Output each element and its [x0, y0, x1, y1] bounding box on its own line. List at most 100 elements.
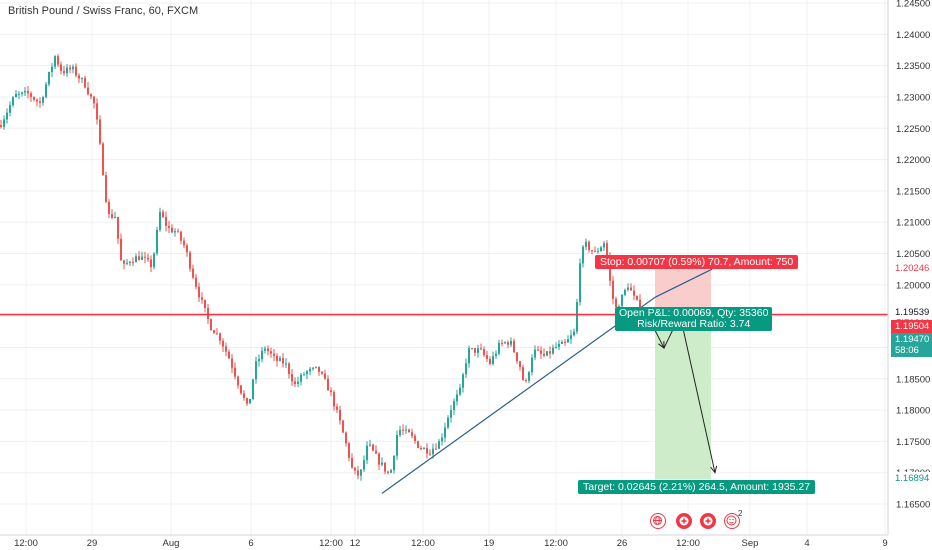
candle-body — [144, 256, 146, 258]
candle-body — [606, 243, 608, 258]
candle-body — [396, 434, 398, 456]
candle-body — [321, 371, 323, 374]
candle-body — [225, 346, 227, 352]
stop-zone — [655, 269, 711, 314]
candle-body — [543, 353, 545, 356]
candle-body — [615, 298, 617, 307]
price-tick-label: 1.22000 — [896, 155, 930, 166]
candle-body — [96, 103, 98, 120]
emoji-icon[interactable] — [724, 513, 740, 529]
candle-body — [354, 467, 356, 471]
candle-body — [483, 349, 485, 356]
candle-body — [258, 359, 260, 362]
candle-body — [168, 225, 170, 228]
candle-body — [549, 351, 551, 354]
candle-body — [210, 319, 212, 331]
candle-body — [288, 363, 290, 375]
candle-body — [636, 295, 638, 300]
candle-body — [237, 376, 239, 386]
price-axis: 1.24500 1.24000 1.23500 1.23000 1.22500 1.220… — [887, 0, 932, 550]
candle-body — [276, 355, 278, 362]
candle-body — [612, 280, 614, 299]
candle-body — [408, 429, 410, 433]
candles — [0, 54, 647, 481]
candle-body — [399, 429, 401, 435]
candle-body — [306, 371, 308, 375]
candle-body — [495, 353, 497, 356]
price-tick-label: 1.24500 — [896, 0, 930, 10]
time-tick-label: 29 — [87, 538, 98, 549]
candle-body — [117, 216, 119, 239]
candle-body — [567, 339, 569, 343]
arrow-head — [710, 465, 718, 474]
plus-circle-icon[interactable] — [676, 513, 692, 529]
candle-body — [81, 77, 83, 79]
globe-icon[interactable] — [650, 513, 666, 529]
price-tag: 1.20246 — [891, 262, 932, 275]
candle-body — [291, 374, 293, 382]
candle-body — [270, 351, 272, 354]
time-tick-label: 19 — [484, 538, 495, 549]
candle-body — [462, 374, 464, 388]
price-tick-label: 1.20000 — [896, 280, 930, 291]
candle-body — [126, 262, 128, 264]
target-label: Target: 0.02645 (2.21%) 264.5, Amount: 1… — [578, 480, 816, 494]
candle-body — [333, 392, 335, 407]
candle-body — [0, 125, 2, 127]
candle-body — [486, 355, 488, 360]
candle-body — [246, 398, 248, 404]
candle-body — [537, 349, 539, 351]
candle-body — [249, 398, 251, 404]
candle-body — [48, 71, 50, 85]
candle-body — [93, 96, 95, 104]
candle-body — [30, 93, 32, 98]
price-tick-label: 1.21000 — [896, 218, 930, 229]
candle-body — [552, 347, 554, 354]
trendline[interactable] — [381, 268, 713, 494]
candle-body — [351, 457, 353, 468]
candle-body — [72, 66, 74, 70]
candle-body — [78, 75, 80, 79]
candle-body — [198, 286, 200, 298]
candle-body — [597, 251, 599, 253]
time-tick-label: 6 — [248, 538, 253, 549]
candle-body — [69, 67, 71, 70]
candle-body — [447, 417, 449, 428]
candle-body — [390, 470, 392, 473]
candle-body — [147, 257, 149, 260]
candle-body — [459, 387, 461, 395]
candle-body — [12, 97, 14, 106]
candle-body — [297, 381, 299, 384]
candle-body — [468, 348, 470, 364]
price-tick-label: 1.23500 — [896, 61, 930, 72]
candle-body — [633, 290, 635, 296]
candle-body — [102, 143, 104, 176]
candle-body — [324, 373, 326, 379]
candle-body — [510, 340, 512, 345]
plus-circle-icon-2[interactable] — [700, 513, 716, 529]
candle-body — [39, 101, 41, 103]
candle-body — [588, 241, 590, 251]
candle-body — [36, 99, 38, 102]
open-pnl-text: Open P&L: 0.00069, Qty: 35360 — [619, 307, 769, 319]
candle-body — [312, 367, 314, 369]
price-tick-label: 1.24000 — [896, 30, 930, 41]
price-tick-label: 1.20500 — [896, 249, 930, 260]
time-tick-label: 12 — [350, 538, 361, 549]
candle-body — [165, 216, 167, 226]
candle-body — [153, 253, 155, 268]
price-tick-label: 1.18000 — [896, 406, 930, 417]
candle-body — [555, 346, 557, 348]
candle-body — [570, 335, 572, 340]
time-tick-label: 12:00 — [411, 538, 435, 549]
position-zones — [655, 269, 711, 480]
price-tag: 1.19504 — [891, 320, 932, 333]
candle-body — [621, 294, 623, 307]
candle-body — [195, 277, 197, 287]
candle-body — [183, 240, 185, 246]
time-tick-label: 12:00 — [319, 538, 343, 549]
candle-body — [207, 307, 209, 320]
candle-body — [456, 394, 458, 402]
candle-body — [99, 119, 101, 144]
